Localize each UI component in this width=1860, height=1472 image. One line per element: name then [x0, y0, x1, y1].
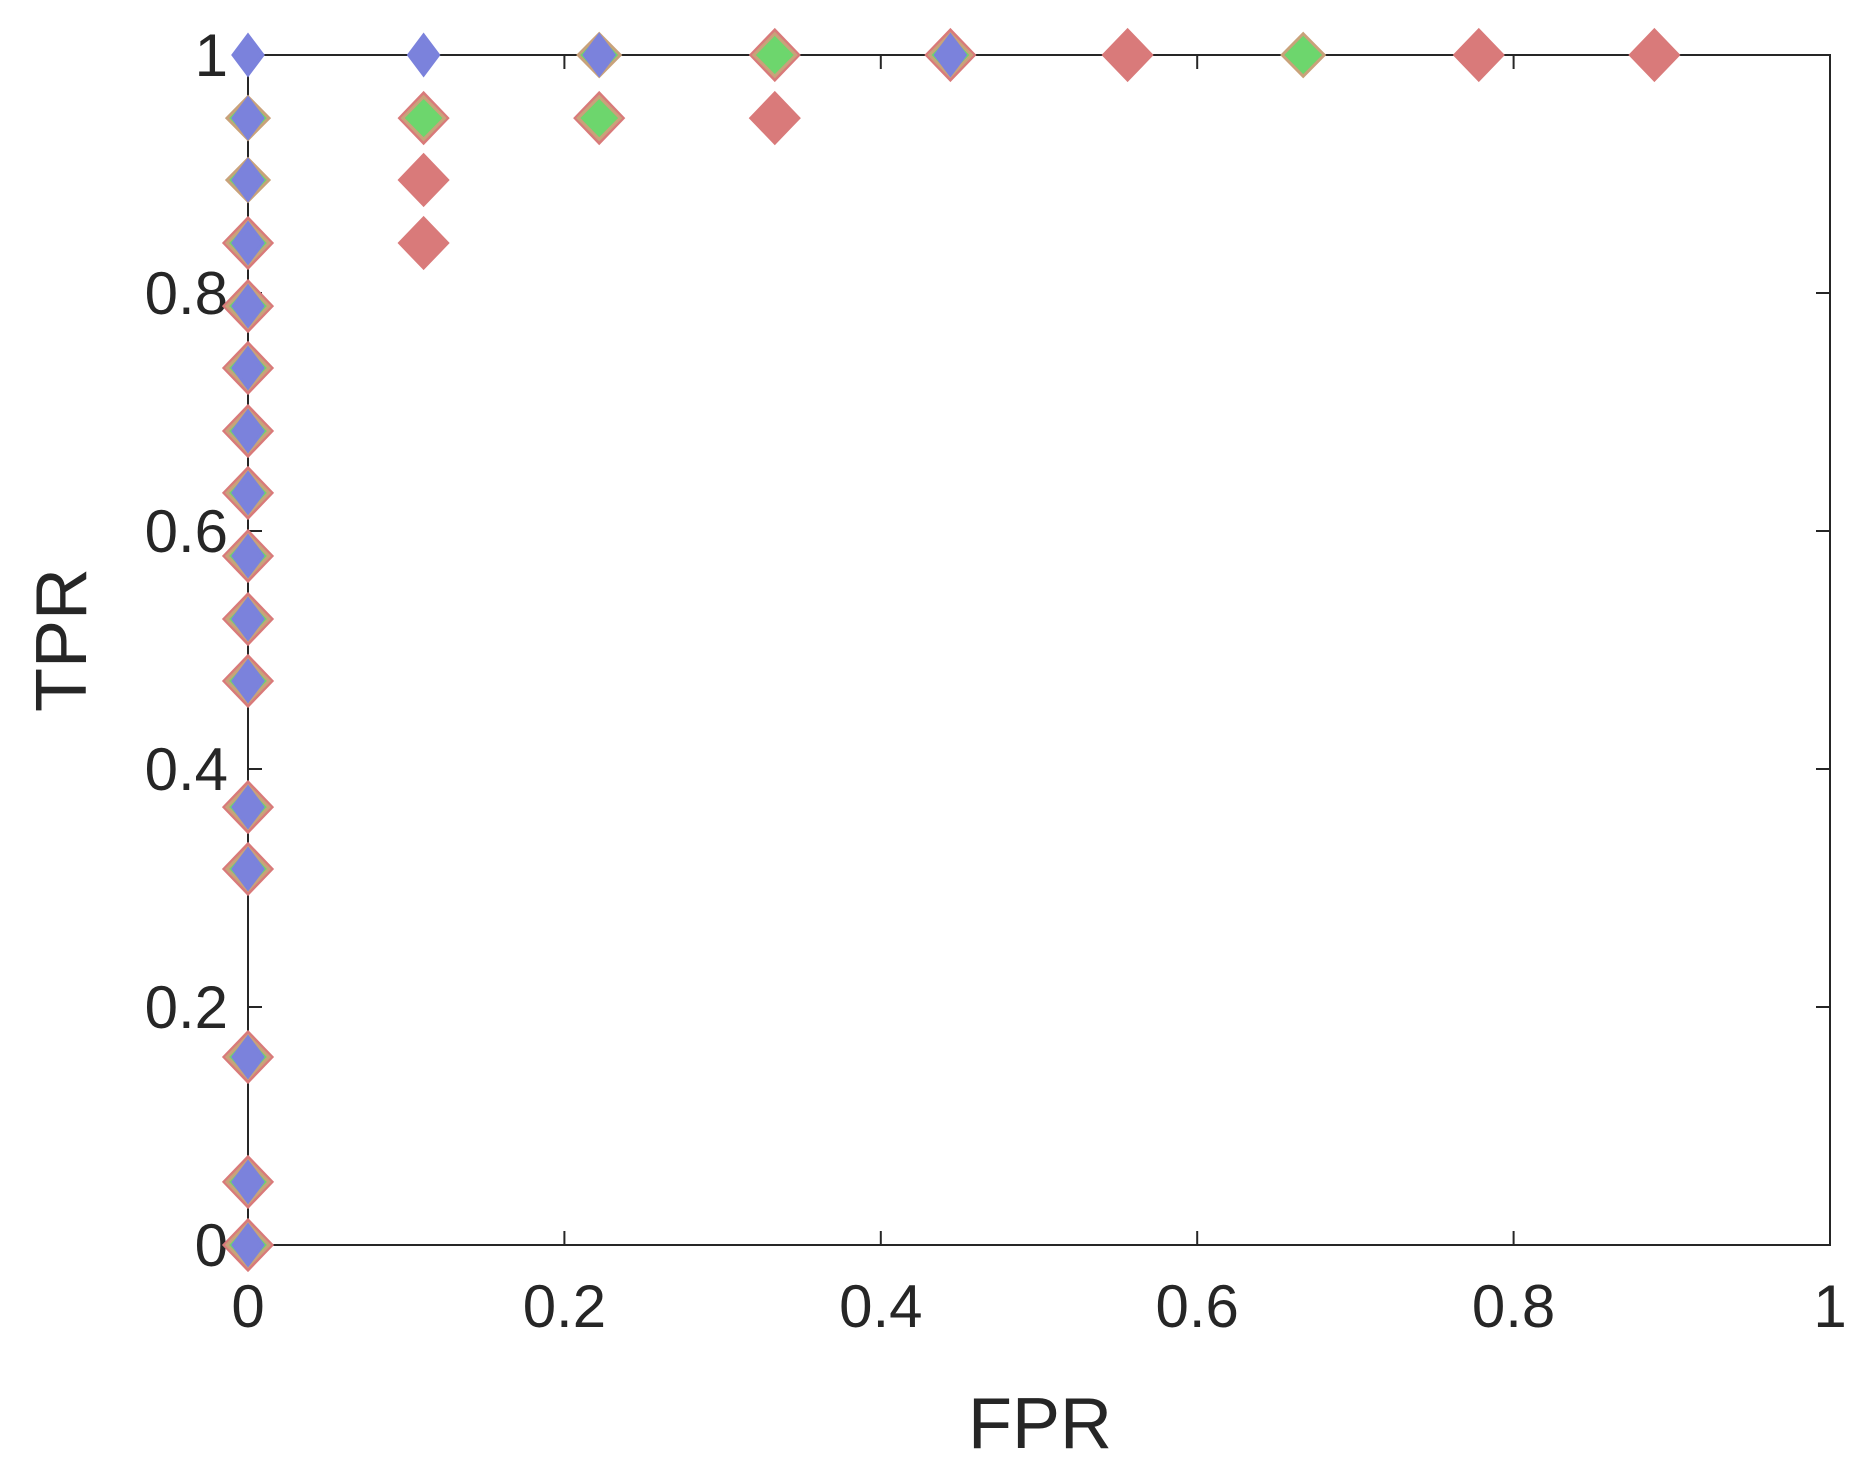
diamond-point — [231, 658, 265, 704]
diamond-point — [231, 95, 265, 141]
x-axis-title: FPR — [968, 1384, 1112, 1464]
diamond-point — [231, 1159, 265, 1205]
data-points — [221, 27, 1681, 1273]
plot-area-frame — [247, 54, 1831, 1246]
diamond-point — [231, 32, 265, 78]
diamond-point — [1628, 27, 1681, 83]
x-tick-label: 0.2 — [523, 1273, 606, 1340]
diamond-point — [1280, 31, 1327, 79]
diamond-point — [751, 31, 798, 79]
y-tick-label: 0.8 — [145, 260, 228, 327]
diamond-point — [576, 94, 623, 142]
diamond-point — [582, 32, 617, 78]
diamond-point — [400, 94, 447, 142]
diamond-point — [1452, 27, 1505, 83]
diamond-point — [1101, 27, 1154, 83]
x-tick-label: 0 — [231, 1273, 264, 1340]
diamond-point — [397, 152, 450, 208]
diamond-point — [231, 345, 265, 391]
y-tick-label: 0.2 — [145, 974, 228, 1041]
axes: 0 0.2 0.4 0.6 0.8 100.20.40.60.81 — [145, 22, 1847, 1340]
diamond-point — [231, 220, 265, 266]
diamond-point — [231, 1222, 265, 1268]
diamond-point — [933, 32, 968, 78]
diamond-point — [231, 784, 265, 830]
x-tick-label: 0.8 — [1472, 1273, 1555, 1340]
y-axis-title: TPR — [22, 568, 102, 712]
diamond-point — [231, 846, 265, 892]
x-tick-label: 0.6 — [1155, 1273, 1238, 1340]
diamond-point — [406, 32, 441, 78]
diamond-point — [397, 215, 450, 271]
y-tick-label: 1 — [195, 22, 228, 89]
x-tick-label: 1 — [1813, 1273, 1846, 1340]
y-tick-label: 0.6 — [145, 498, 228, 565]
diamond-point — [231, 1034, 265, 1080]
scatter-series — [221, 27, 1681, 1273]
diamond-point — [231, 596, 265, 642]
diamond-point — [748, 90, 801, 146]
x-tick-label: 0.4 — [839, 1273, 922, 1340]
y-tick-label: 0.4 — [145, 736, 228, 803]
diamond-point — [231, 533, 265, 579]
diamond-point — [231, 470, 265, 516]
scatter-series — [231, 32, 968, 1268]
diamond-point — [231, 283, 265, 329]
diamond-point — [231, 408, 265, 454]
diamond-point — [231, 157, 265, 203]
